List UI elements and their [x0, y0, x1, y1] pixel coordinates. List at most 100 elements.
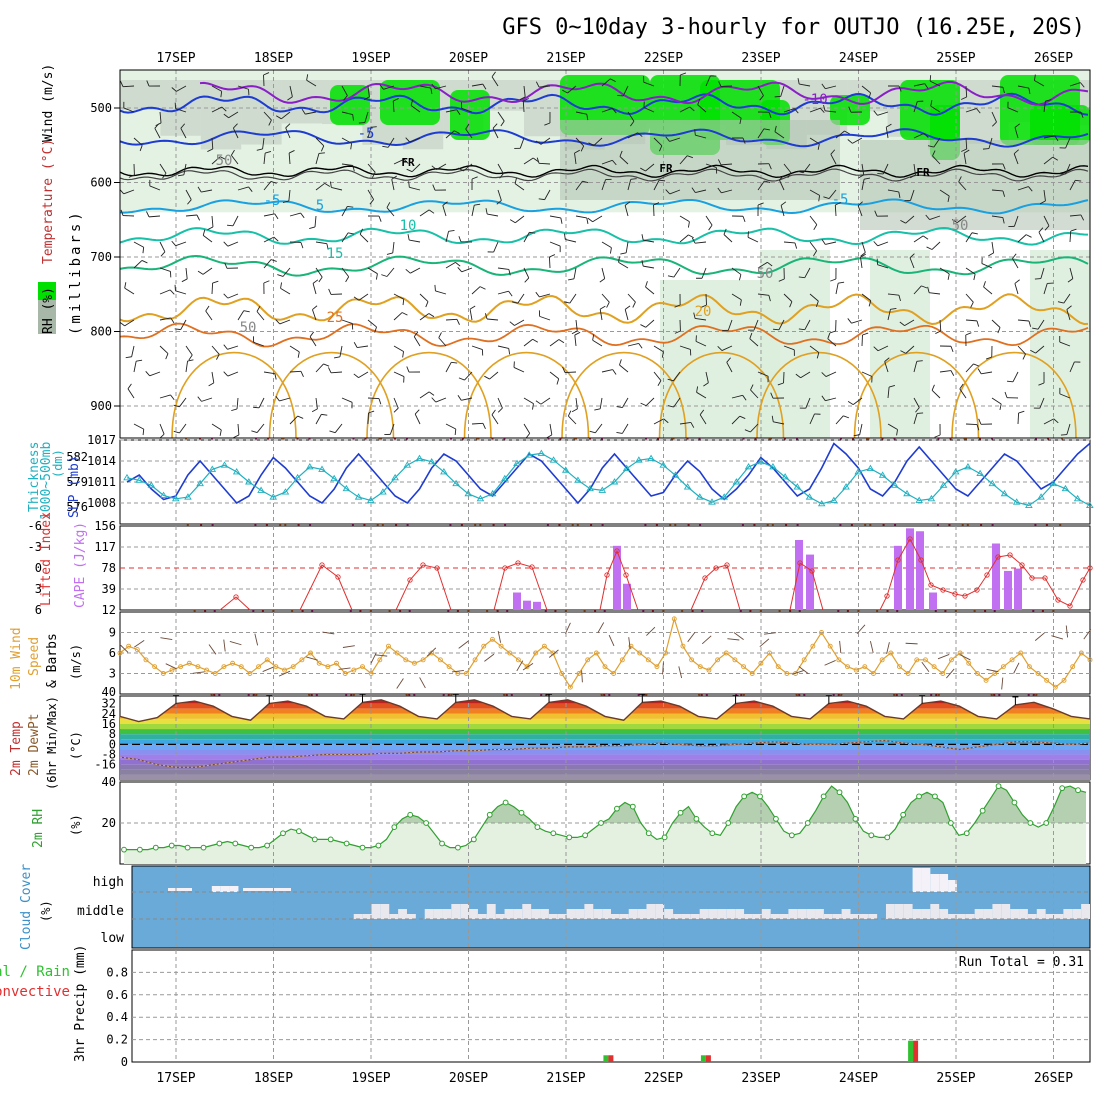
bottom-date-22SEP: 22SEP [644, 1071, 683, 1086]
wind-tick-9: 9 [109, 626, 116, 640]
cloud-high-bar [921, 868, 930, 892]
temp-band [120, 770, 1090, 775]
rh-shade [560, 120, 840, 200]
cloud-middle-bar [1037, 909, 1046, 919]
slp-label: SLP (mb) [67, 455, 82, 518]
rh-marker [1044, 821, 1049, 826]
wind10-unit: (m/s) [69, 644, 83, 680]
cloud-middle-bar [487, 904, 496, 919]
temp-band [120, 724, 1090, 729]
cloud-middle-bar [859, 914, 868, 919]
wind-barb-staff [1018, 413, 1019, 424]
rh-marker [933, 794, 938, 799]
rh-marker [1028, 821, 1033, 826]
cape-tick-39: 39 [102, 582, 116, 596]
precip-panel: 0.80.60.40.20 Run Total = 0.31 Total / R… [0, 945, 1090, 1069]
cloud-middle-bar [1001, 904, 1010, 919]
rh-marker [138, 847, 143, 852]
rh-marker [360, 845, 365, 850]
rh-marker [599, 821, 604, 826]
bottom-date-21SEP: 21SEP [546, 1071, 585, 1086]
cloud-middle-bar [939, 909, 948, 919]
top-date-17SEP: 17SEP [156, 51, 195, 66]
cloud-middle-bar [868, 914, 877, 919]
cloud-middle-bar [407, 914, 416, 919]
cape-bar [513, 593, 521, 611]
cloud-middle-bar [691, 914, 700, 919]
cloud-middle-bar [646, 904, 655, 919]
cloud-middle-bar [992, 904, 1001, 919]
wind10-label-b: Speed [27, 637, 42, 676]
wind-barb-flag [435, 285, 436, 291]
cloud-middle-bar [966, 914, 975, 919]
lifted-index-label: Lifted Index [39, 512, 54, 606]
cloud-high-bar [939, 874, 948, 892]
cloud-high-streak [243, 888, 291, 891]
contour-label-20: 20 [695, 304, 712, 320]
cloud-middle-bar [709, 909, 718, 919]
cloud-label: Cloud Cover [19, 864, 34, 950]
rh-marker [519, 810, 524, 815]
cloud-middle-bar [398, 909, 407, 919]
top-date-18SEP: 18SEP [254, 51, 293, 66]
cloud-middle-bar [451, 904, 460, 919]
wind-barb-flag [983, 149, 989, 150]
rh-marker [662, 835, 667, 840]
cloud-middle-bar [1081, 904, 1090, 919]
cloud-middle-bar [434, 909, 443, 919]
wind-tick-6: 6 [109, 646, 116, 660]
cloud-middle-bar [975, 909, 984, 919]
cloud-middle-bar [930, 904, 939, 919]
cloud-middle-bar [700, 909, 709, 919]
temperature-label: Temperature (°C) [41, 139, 56, 264]
rh-marker [471, 837, 476, 842]
cloud-middle-bar [984, 909, 993, 919]
cloud-middle-bar [442, 909, 451, 919]
rh-marker [1012, 800, 1017, 805]
cloud-middle-bar [389, 914, 398, 919]
cloud-middle-bar [842, 909, 851, 919]
top-date-23SEP: 23SEP [741, 51, 780, 66]
cloud-middle-bar [354, 914, 363, 919]
cape-bar [623, 584, 631, 610]
precip-tick-0.4: 0.4 [106, 1010, 128, 1024]
contour-label--10: -10 [802, 92, 827, 108]
top-date-25SEP: 25SEP [936, 51, 975, 66]
cloud-middle-bar [602, 909, 611, 919]
cape-bar [533, 602, 541, 610]
cloud-middle-bar [673, 914, 682, 919]
top-date-26SEP: 26SEP [1034, 51, 1073, 66]
cape-tick-156: 156 [94, 519, 116, 533]
wind-barb-flag [253, 407, 259, 408]
rh-marker [535, 825, 540, 830]
top-date-19SEP: 19SEP [351, 51, 390, 66]
pressure-tick-label-500: 500 [90, 101, 112, 115]
slp-tick-1014: 1014 [87, 454, 116, 468]
rh-marker [456, 845, 461, 850]
rh-band-grey [524, 80, 564, 136]
wind-barb-staff [368, 398, 379, 399]
contour-label--5: -5 [358, 126, 375, 142]
rh-marker [917, 794, 922, 799]
precip-total-bar [908, 1041, 913, 1062]
cloud-middle-bar [913, 909, 922, 919]
rh-marker [1076, 788, 1081, 793]
precip-conv-label: Convective [0, 984, 70, 1000]
temp-band [120, 749, 1090, 754]
rh-marker [153, 845, 158, 850]
cloud-middle-bar [682, 914, 691, 919]
surface-barb [906, 643, 918, 644]
rh-marker [122, 847, 127, 852]
precip-tick-0.2: 0.2 [106, 1033, 128, 1047]
rh-marker [710, 831, 715, 836]
cape-bar [523, 601, 531, 610]
cloud-middle-bar [611, 914, 620, 919]
wind-tick-3: 3 [109, 667, 116, 681]
cloud-middle-bar [372, 904, 381, 919]
